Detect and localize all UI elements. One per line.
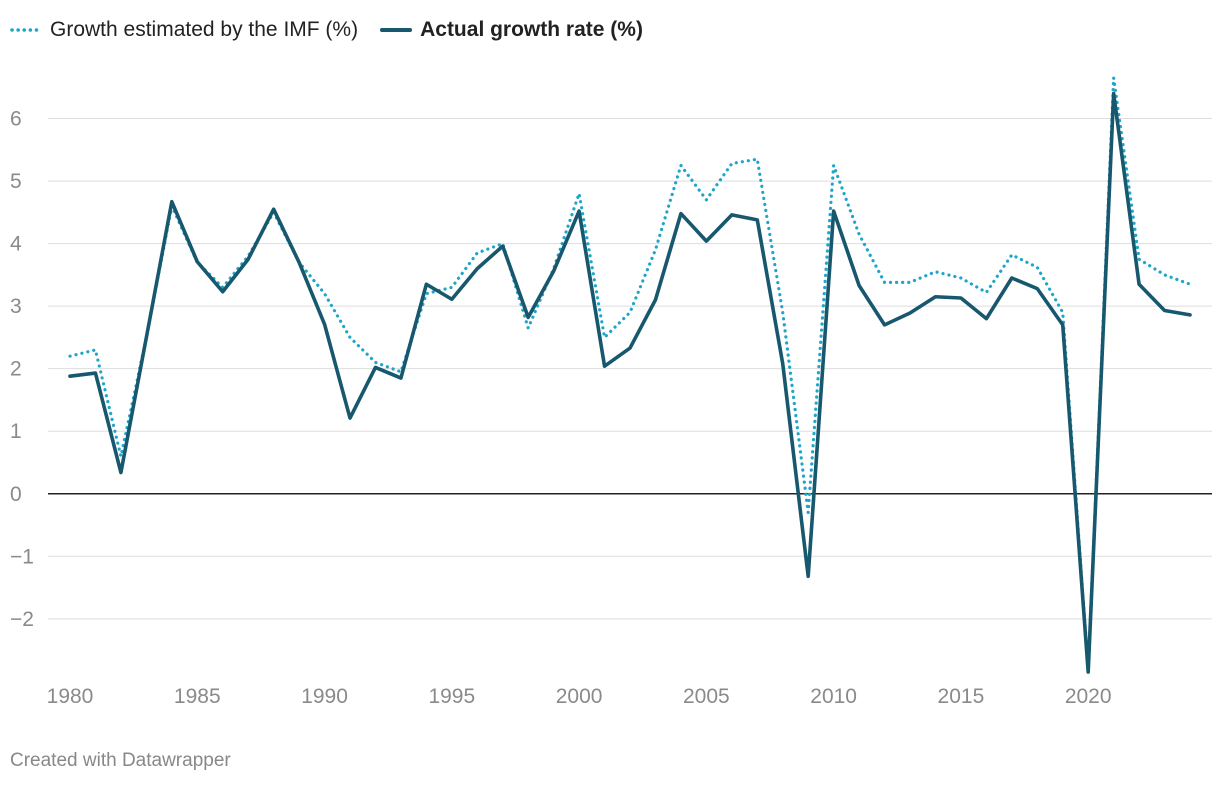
footer-credit: Created with Datawrapper — [10, 750, 231, 771]
gridlines — [48, 118, 1212, 620]
x-tick-label: 1985 — [174, 685, 221, 708]
y-tick-label: 5 — [10, 170, 22, 193]
y-tick-label: 4 — [10, 233, 22, 256]
x-tick-label: 2015 — [938, 685, 985, 708]
legend-swatch-actual — [380, 28, 413, 32]
y-tick-label: −2 — [10, 608, 34, 631]
y-tick-label: 6 — [10, 108, 22, 131]
legend-label-actual: Actual growth rate (%) — [420, 18, 643, 41]
legend-item-actual: Actual growth rate (%) — [380, 18, 643, 42]
y-tick-label: 1 — [10, 420, 22, 443]
y-tick-label: 3 — [10, 295, 22, 318]
y-axis-tick-labels: −2 −1 0 1 2 3 4 5 6 — [10, 108, 34, 631]
x-tick-label: 2005 — [683, 685, 730, 708]
legend-item-estimated: Growth estimated by the IMF (%) — [10, 18, 358, 42]
y-tick-label: 2 — [10, 358, 22, 381]
legend-swatch-estimated — [10, 28, 42, 32]
series-line-actual — [68, 91, 1192, 674]
x-tick-label: 2010 — [810, 685, 857, 708]
y-tick-label: 0 — [10, 483, 22, 506]
y-tick-label: −1 — [10, 545, 34, 568]
x-tick-label: 2020 — [1065, 685, 1112, 708]
legend-label-estimated: Growth estimated by the IMF (%) — [50, 18, 359, 41]
series-line-estimated — [68, 76, 1192, 671]
series-lines — [68, 76, 1192, 674]
x-axis-tick-labels: 1980 1985 1990 1995 2000 2005 2010 2015 2020 — [47, 685, 1112, 708]
x-tick-label: 1980 — [47, 685, 94, 708]
x-tick-label: 1990 — [301, 685, 348, 708]
x-tick-label: 1995 — [428, 685, 475, 708]
x-tick-label: 2000 — [556, 685, 603, 708]
legend: Growth estimated by the IMF (%) Actual g… — [10, 16, 643, 44]
